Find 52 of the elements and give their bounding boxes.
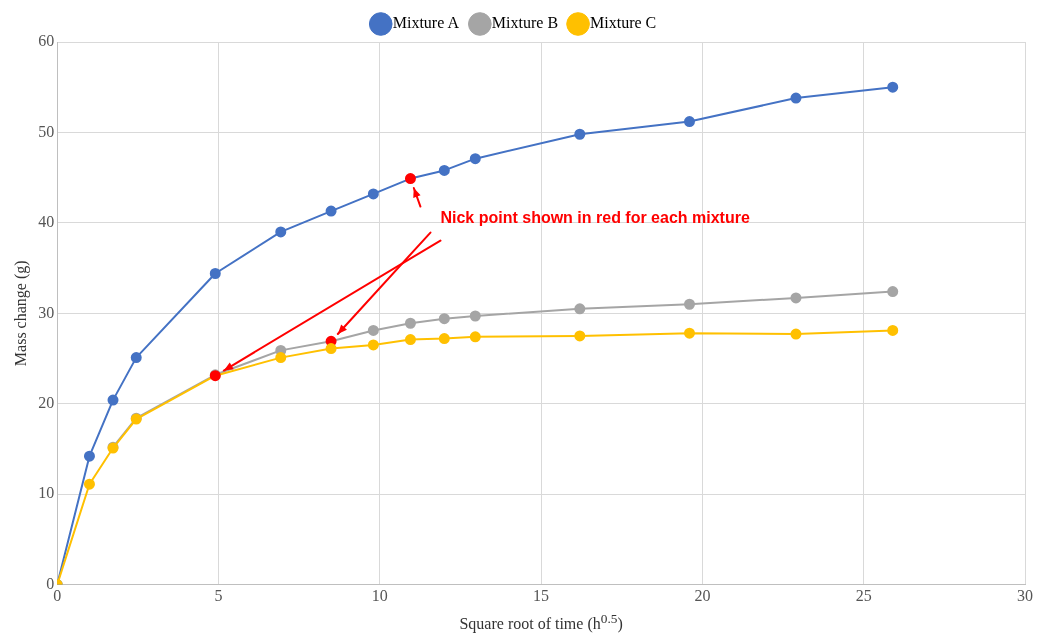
point <box>275 352 287 364</box>
point <box>325 343 337 355</box>
point <box>574 128 586 140</box>
point <box>83 478 95 490</box>
y-tick-label: 40 <box>38 213 55 231</box>
x-axis-title: Square root of time (h$^{0.5}$) <box>459 610 623 633</box>
point <box>790 292 802 304</box>
point <box>887 81 899 93</box>
point <box>684 116 695 128</box>
point <box>469 153 481 165</box>
point <box>574 330 586 342</box>
legend-label: Mixture A <box>392 14 460 32</box>
point <box>887 286 899 298</box>
x-tick-label: 25 <box>855 587 872 605</box>
point <box>404 173 416 185</box>
point <box>438 333 450 345</box>
point <box>887 324 899 336</box>
point <box>684 298 695 310</box>
point <box>438 313 450 325</box>
point <box>367 324 379 336</box>
x-tick-label: 5 <box>214 587 223 605</box>
point <box>684 327 695 339</box>
legend-label: Mixture B <box>491 14 559 32</box>
point <box>325 205 337 217</box>
y-tick-label: 60 <box>38 32 55 50</box>
point <box>574 303 586 315</box>
point <box>275 226 287 238</box>
point <box>367 188 379 200</box>
point <box>107 394 119 406</box>
point <box>438 164 450 176</box>
point <box>404 317 416 329</box>
x-tick-label: 30 <box>1017 587 1033 605</box>
point <box>469 331 481 343</box>
y-tick-label: 0 <box>46 574 55 592</box>
annotation: Nick point shown in red for each mixture <box>440 208 750 226</box>
y-tick-label: 10 <box>38 484 55 502</box>
y-tick-label: 30 <box>38 303 55 321</box>
point <box>83 450 95 462</box>
point <box>367 339 379 351</box>
point <box>130 352 142 364</box>
x-tick-label: 20 <box>694 587 711 605</box>
y-tick-label: 50 <box>38 122 55 140</box>
point <box>790 328 802 340</box>
legend-label: Mixture C <box>590 14 657 32</box>
point <box>209 268 221 280</box>
x-tick-label: 15 <box>533 587 550 605</box>
point <box>404 334 416 346</box>
point <box>790 92 802 104</box>
x-tick-label: 10 <box>371 587 388 605</box>
point <box>469 310 481 322</box>
y-tick-label: 20 <box>38 393 55 411</box>
y-axis-title: Mass change (g) <box>11 260 30 367</box>
